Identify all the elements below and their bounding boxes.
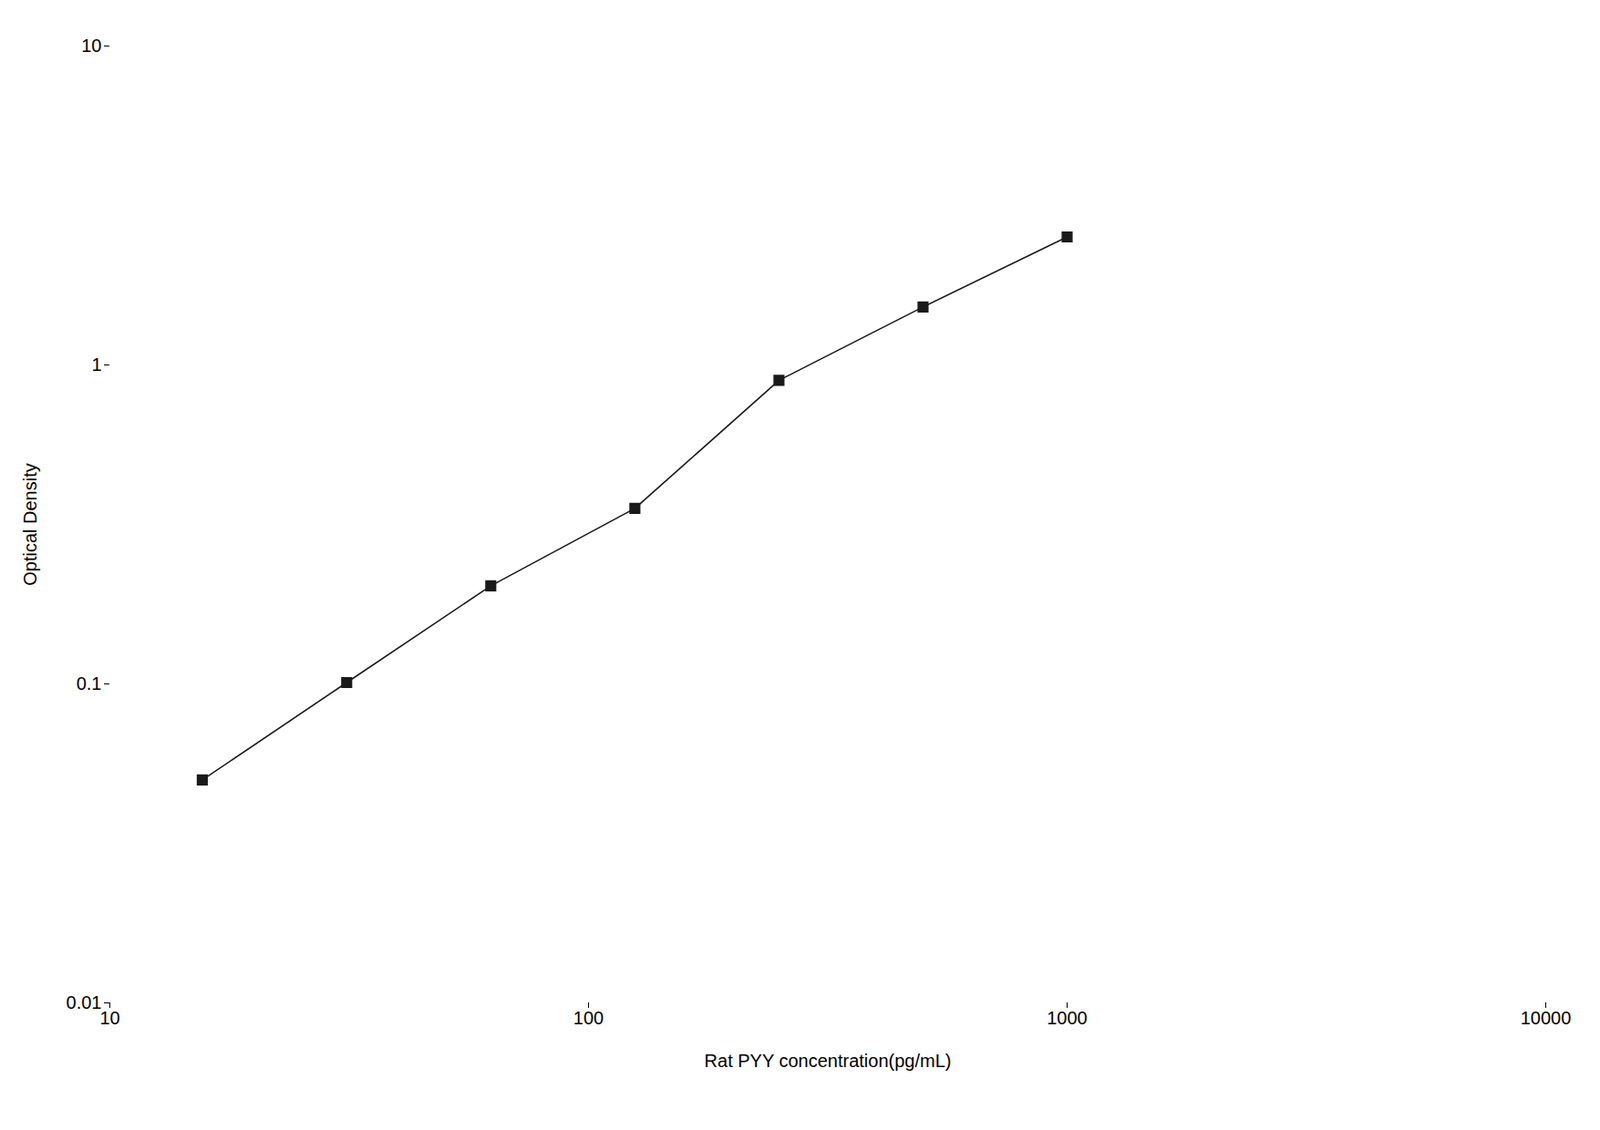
svg-text:1000: 1000: [1046, 1008, 1088, 1029]
svg-text:10000: 10000: [1520, 1008, 1572, 1029]
svg-text:0.1: 0.1: [76, 673, 103, 694]
svg-text:10: 10: [99, 1008, 120, 1029]
svg-text:100: 100: [573, 1008, 604, 1029]
svg-text:10: 10: [81, 35, 102, 56]
svg-text:Optical Density: Optical Density: [20, 463, 41, 587]
svg-text:Rat PYY concentration(pg/mL): Rat PYY concentration(pg/mL): [704, 1051, 952, 1072]
svg-text:1: 1: [91, 354, 102, 375]
svg-text:0.01: 0.01: [66, 992, 103, 1013]
